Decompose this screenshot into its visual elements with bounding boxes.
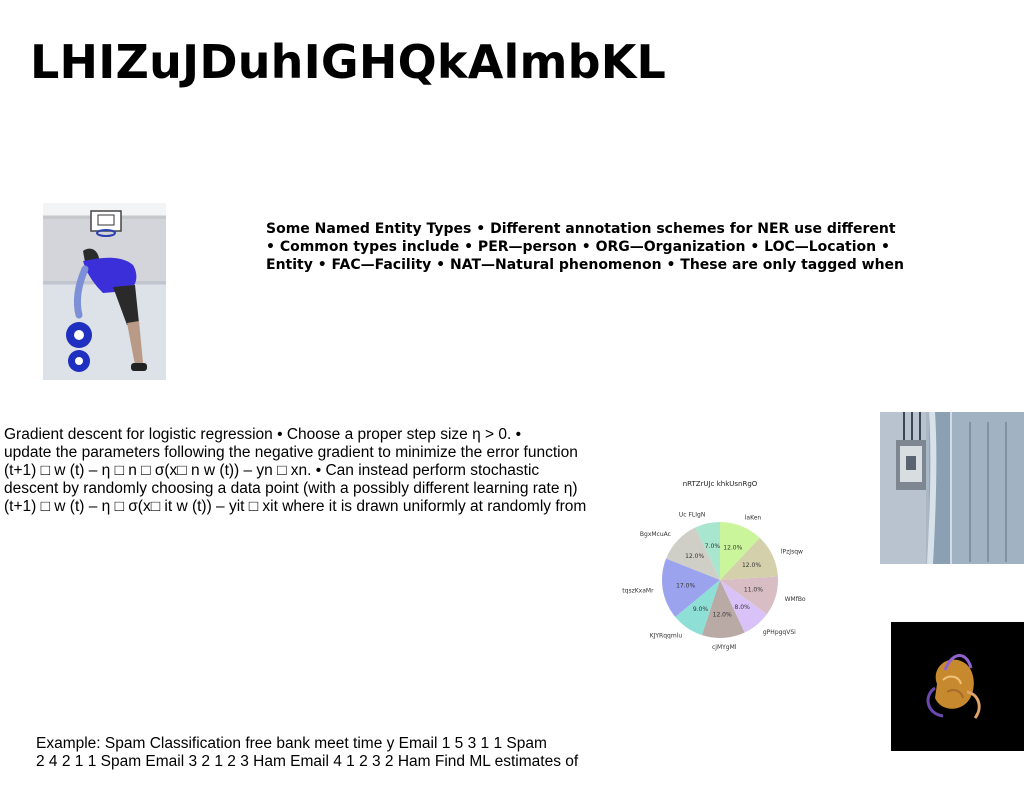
gradient-text-line: descent by randomly choosing a data poin… [4,480,578,497]
slice-category-label: cjMYgMl [712,644,737,651]
slice-percent-label: 17.0% [676,582,695,589]
slice-percent-label: 11.0% [744,587,763,594]
chart-title: nRTZrUJc khkUsnRgO [683,480,758,488]
person-with-ball-illustration [66,210,147,372]
pie-chart-svg: nRTZrUJc khkUsnRgO 7.0% Uc FLIgN 12.0% BgxMc… [622,480,806,651]
gradient-text-line: Gradient descent for logistic regression… [4,426,522,443]
pie-slice [675,580,720,636]
gradient-text-line: (t+1) □ w (t) – η □ n □ σ(x□ n w (t)) – … [4,462,540,479]
slice-percent-label: 12.0% [713,612,732,619]
person-with-ball-photo [43,203,166,380]
slice-category-label: Uc FLIgN [679,511,705,518]
fish-photo [891,622,1024,751]
pie-slice [720,522,760,580]
gradient-text-line: (t+1) □ w (t) – η □ σ(x□ it w (t)) – yit… [4,498,587,515]
slice-category-label: laKen [745,514,762,521]
pie-slice [720,576,778,615]
slice-percent-label: 12.0% [723,545,742,552]
pie-chart: nRTZrUJc khkUsnRgO 7.0% Uc FLIgN 12.0% BgxMc… [612,472,822,682]
pie-slice [695,522,720,580]
spam-example-text-block: Example: Spam Classification free bank m… [36,735,616,771]
wall-electrical-box-photo [880,412,1024,564]
pie-slice [720,537,778,580]
ner-text-block: Some Named Entity Types • Different anno… [266,220,926,274]
wall-electrical-box-illustration [880,412,1024,564]
slice-category-label: gPHpgqVSi [763,629,796,636]
gradient-descent-text-block: Gradient descent for logistic regression… [4,426,604,516]
slice-percent-label: 8.0% [735,604,751,611]
page-title: LHIZuJDuhIGHQkAlmbKL [30,35,667,89]
fish-illustration [891,622,1024,751]
pie-slice [720,580,767,633]
slice-category-label: WMfBo [785,596,806,603]
slice-category-label: lPzJsqw [781,548,803,555]
pie-slice [666,527,720,580]
slice-percent-label: 7.0% [705,543,721,550]
slice-percent-label: 12.0% [742,562,761,569]
ner-text-line: Some Named Entity Types • Different anno… [266,221,896,237]
ner-text-line: Entity • FAC—Facility • NAT—Natural phen… [266,257,905,273]
ner-text-line: • Common types include • PER—person • OR… [266,239,890,255]
example-text-line: 2 4 2 1 1 Spam Email 3 2 1 2 3 Ham Email… [36,753,579,770]
slice-percent-label: 12.0% [685,553,704,560]
pie-slice [662,558,720,617]
pie-slice [702,580,745,638]
slice-percent-label: 9.0% [693,606,709,613]
slice-category-label: KJYRqqmlu [650,633,683,640]
gradient-text-line: update the parameters following the nega… [4,444,578,461]
example-text-line: Example: Spam Classification free bank m… [36,735,547,752]
slice-category-label: BgxMcuAc [640,531,671,538]
slice-category-label: tqszKxaMr [622,588,654,595]
